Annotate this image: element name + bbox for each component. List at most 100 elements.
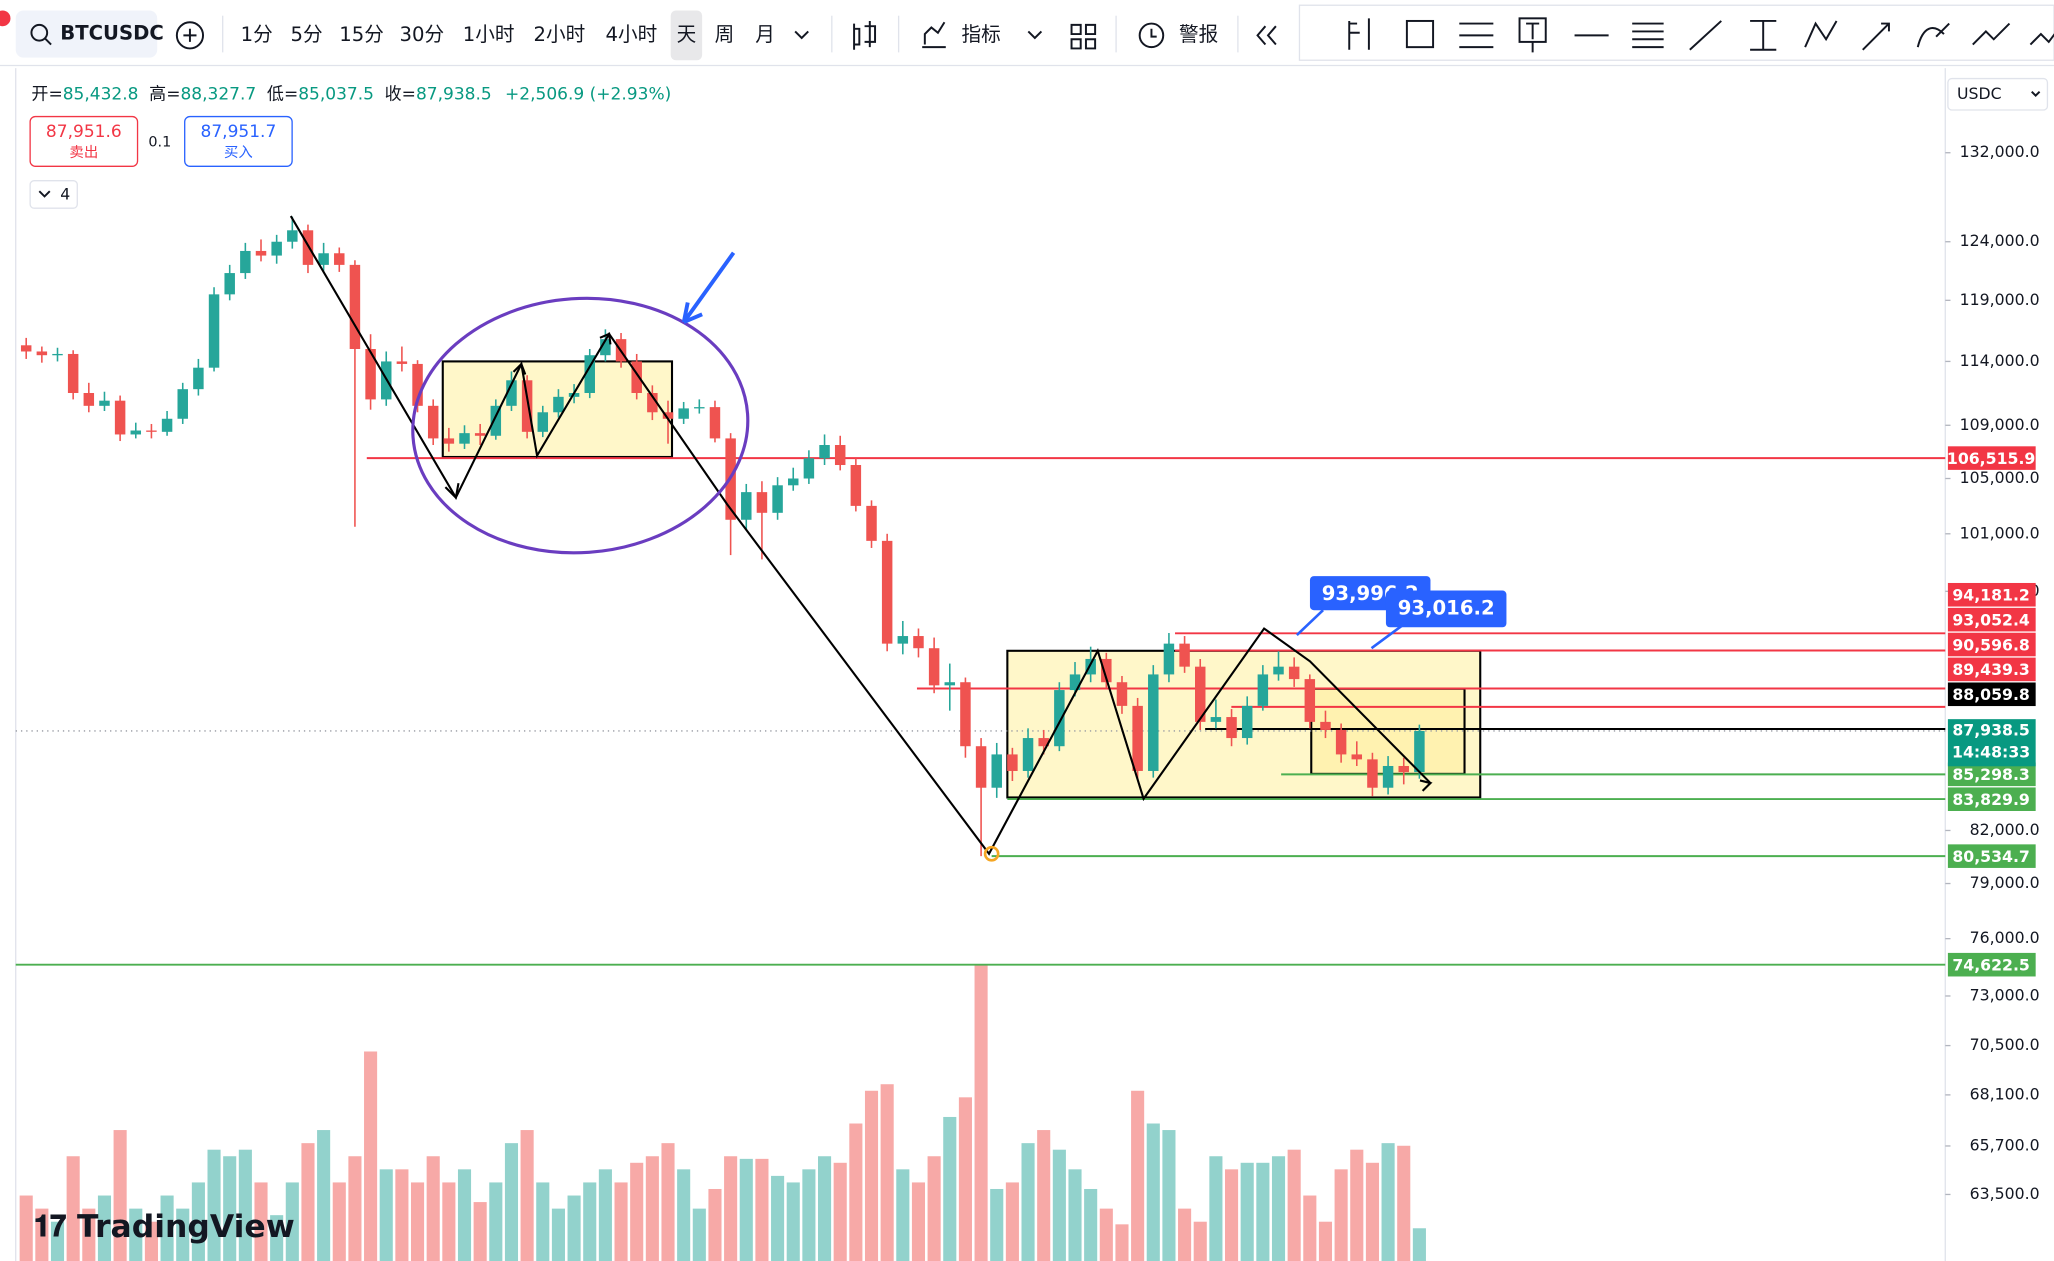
arrow-heads — [444, 332, 1433, 792]
candle-body — [490, 405, 502, 436]
candle-body — [1335, 729, 1347, 755]
add-symbol[interactable] — [175, 21, 205, 50]
y-tick-label: 63,500.0 — [1970, 1184, 2040, 1203]
price-label-bg — [1947, 632, 2036, 657]
candle-body — [881, 540, 893, 644]
candle-body — [1148, 674, 1159, 771]
ohlc-value: 85,037.5 — [298, 84, 374, 104]
drawing-tools[interactable] — [1348, 17, 2054, 53]
candle-body — [1022, 738, 1034, 771]
interval[interactable]: 30分 — [399, 23, 444, 46]
chart-type-icon[interactable] — [853, 20, 877, 50]
interval[interactable]: 1分 — [241, 23, 273, 46]
y-tick-label: 68,100.0 — [1970, 1084, 2040, 1103]
interval[interactable]: 15分 — [339, 23, 384, 46]
candle-body — [741, 492, 752, 520]
alert[interactable]: 警报 — [1179, 23, 1218, 46]
volume-bar — [927, 1156, 941, 1261]
volume-bar — [1099, 1208, 1113, 1261]
countdown: 14:48:33 — [1952, 743, 2030, 762]
candle-body — [240, 250, 251, 274]
sell-label: 卖出 — [69, 144, 98, 161]
add-symbol-icon — [183, 28, 197, 42]
price-label: 89,439.3 — [1952, 660, 2030, 679]
volume-bar — [176, 1208, 190, 1261]
interval-dropdown[interactable] — [794, 30, 809, 40]
interval[interactable]: 4小时 — [606, 23, 658, 46]
volume-bar — [755, 1158, 769, 1261]
volume-bar — [238, 1149, 252, 1261]
candle-body — [1241, 705, 1253, 739]
candle-body — [1195, 666, 1206, 722]
volume-bar — [1052, 1149, 1066, 1261]
y-tick-label: 73,000.0 — [1970, 985, 2040, 1004]
volume-bar — [97, 1195, 112, 1261]
price-label: 90,596.8 — [1952, 635, 2030, 654]
volume-bar — [943, 1116, 957, 1261]
candle-body — [224, 273, 235, 295]
candle-body — [1116, 682, 1128, 706]
price-lines — [15, 457, 1946, 966]
volume-bar — [1084, 1188, 1098, 1261]
interval[interactable]: 2小时 — [533, 23, 585, 46]
price-label: 74,622.5 — [1952, 955, 2030, 974]
y-tick-label: 82,000.0 — [1970, 820, 2040, 839]
volume-bar — [896, 1169, 910, 1261]
interval[interactable]: 周 — [715, 23, 735, 46]
volume-bar — [849, 1123, 863, 1261]
volume-bar — [677, 1169, 691, 1261]
volume-bar — [1021, 1143, 1035, 1261]
candle-body — [694, 407, 705, 409]
price-label-bg — [1947, 657, 2036, 682]
candle-body — [506, 380, 517, 406]
volume-bar — [833, 1162, 847, 1261]
volume-bar — [520, 1130, 534, 1261]
interval[interactable]: 1小时 — [463, 23, 515, 46]
candles — [20, 216, 1425, 857]
candle-body — [1414, 730, 1425, 773]
candle-body — [756, 492, 768, 513]
candle-body — [83, 392, 95, 406]
candle-body — [819, 445, 830, 459]
ohlc-label: 收= — [385, 84, 416, 104]
y-tick-label: 114,000.0 — [1960, 351, 2040, 370]
sell-price: 87,951.6 — [46, 122, 122, 142]
volume-bar — [1365, 1162, 1379, 1261]
volume-pane — [19, 965, 1426, 1261]
callout-pointer — [1295, 609, 1403, 650]
interval[interactable]: 月 — [755, 23, 775, 46]
interval[interactable]: 5分 — [290, 23, 322, 46]
chevron — [38, 190, 51, 198]
volume-bar — [270, 1215, 284, 1261]
ohlc-value: 88,327.7 — [180, 84, 256, 104]
price-label: 106,515.9 — [1947, 449, 2035, 468]
indicators[interactable]: 指标 — [962, 23, 1001, 46]
symbol-search[interactable] — [15, 10, 158, 58]
volume-bar — [254, 1182, 268, 1261]
volume-bar — [536, 1182, 550, 1261]
chevron — [2031, 90, 2041, 97]
volume-bar — [1224, 1169, 1239, 1261]
indicators-dropdown[interactable] — [1027, 30, 1043, 40]
indicator-toggle[interactable] — [29, 180, 78, 209]
callout-text: 93,016.2 — [1398, 596, 1495, 619]
alert-icon[interactable] — [1138, 22, 1165, 49]
alert-icon — [1150, 28, 1157, 38]
volume-bar — [990, 1188, 1004, 1261]
volume-bar — [1381, 1143, 1395, 1261]
indicators-icon[interactable] — [922, 21, 946, 49]
layout-icon[interactable] — [1070, 23, 1097, 50]
interval[interactable]: 天 — [677, 23, 697, 46]
currency-select[interactable] — [1947, 77, 2049, 111]
volume-bar — [348, 1156, 362, 1261]
replay-icon[interactable] — [1256, 25, 1277, 46]
candle-body — [631, 361, 642, 393]
volume-bar — [802, 1169, 816, 1261]
sell-button[interactable] — [29, 115, 139, 167]
search-icon — [30, 23, 49, 42]
volume-bar — [1209, 1156, 1223, 1261]
candle-body — [866, 505, 877, 541]
buy-button[interactable] — [184, 115, 293, 167]
volume-bar — [1350, 1149, 1364, 1261]
price-label-bg — [1947, 844, 2036, 868]
